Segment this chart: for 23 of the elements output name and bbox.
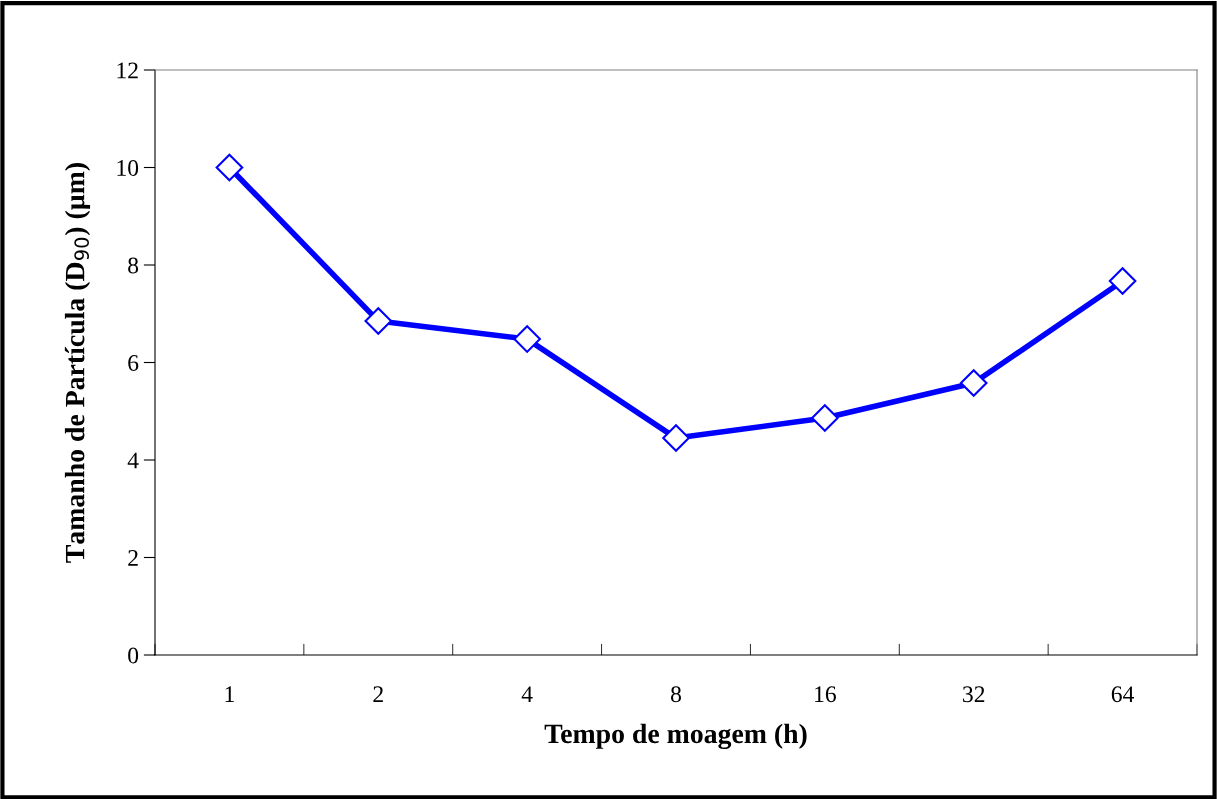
y-tick-label: 0 bbox=[128, 647, 139, 664]
y-axis-title: Tamanho de Partícula (D$_{90}$) (µm) bbox=[64, 163, 91, 563]
point bbox=[215, 153, 244, 182]
x-tick-label: 2 bbox=[373, 686, 383, 702]
y-tick-label: 10 bbox=[117, 159, 139, 176]
point bbox=[1108, 267, 1137, 295]
y-tick-label: 6 bbox=[128, 355, 139, 371]
point bbox=[364, 307, 393, 335]
x-tick-label: 8 bbox=[671, 686, 681, 703]
x-tick-label: 4 bbox=[521, 686, 533, 702]
y-tick-label: 12 bbox=[117, 62, 138, 79]
x-tick-label: 16 bbox=[815, 686, 836, 703]
x-tick-label: 1 bbox=[225, 686, 234, 702]
point bbox=[662, 424, 690, 452]
x-tick-label: 32 bbox=[963, 686, 985, 703]
point bbox=[811, 404, 839, 432]
y-tick-label: 2 bbox=[128, 550, 138, 566]
y-tick-label: 4 bbox=[127, 452, 139, 469]
x-tick-label: 64 bbox=[1111, 686, 1135, 703]
point bbox=[959, 369, 988, 397]
y-tick-label: 8 bbox=[128, 257, 139, 274]
point bbox=[513, 325, 541, 353]
x-axis-title: Tempo de moagem (h) bbox=[544, 723, 807, 750]
